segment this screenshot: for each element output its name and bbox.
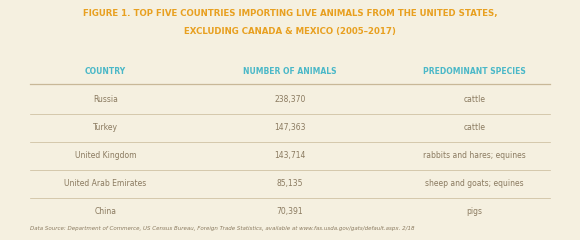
- Text: Russia: Russia: [93, 95, 118, 104]
- Text: EXCLUDING CANADA & MEXICO (2005–2017): EXCLUDING CANADA & MEXICO (2005–2017): [184, 28, 396, 36]
- Text: COUNTRY: COUNTRY: [85, 67, 126, 76]
- Text: United Kingdom: United Kingdom: [75, 151, 136, 160]
- Text: PREDOMINANT SPECIES: PREDOMINANT SPECIES: [423, 67, 526, 76]
- Text: 238,370: 238,370: [274, 95, 306, 104]
- Text: Turkey: Turkey: [93, 123, 118, 132]
- Text: NUMBER OF ANIMALS: NUMBER OF ANIMALS: [243, 67, 337, 76]
- Text: sheep and goats; equines: sheep and goats; equines: [425, 179, 524, 188]
- Text: rabbits and hares; equines: rabbits and hares; equines: [423, 151, 526, 160]
- Text: cattle: cattle: [464, 123, 485, 132]
- Text: United Arab Emirates: United Arab Emirates: [64, 179, 146, 188]
- Text: pigs: pigs: [467, 207, 483, 216]
- Text: 147,363: 147,363: [274, 123, 306, 132]
- Text: Data Source: Department of Commerce, US Census Bureau, Foreign Trade Statistics,: Data Source: Department of Commerce, US …: [30, 227, 415, 232]
- Text: 85,135: 85,135: [277, 179, 303, 188]
- Text: FIGURE 1. TOP FIVE COUNTRIES IMPORTING LIVE ANIMALS FROM THE UNITED STATES,: FIGURE 1. TOP FIVE COUNTRIES IMPORTING L…: [83, 8, 497, 18]
- Text: China: China: [95, 207, 116, 216]
- Text: cattle: cattle: [464, 95, 485, 104]
- Text: 143,714: 143,714: [274, 151, 306, 160]
- Text: 70,391: 70,391: [277, 207, 303, 216]
